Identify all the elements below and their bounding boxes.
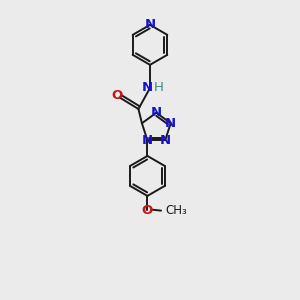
Text: N: N [144,18,156,32]
Text: H: H [154,82,164,94]
Text: O: O [112,89,123,102]
Text: CH₃: CH₃ [165,204,187,217]
Text: N: N [151,106,162,119]
Text: N: N [160,134,171,147]
Text: O: O [142,204,153,217]
Text: N: N [142,134,153,147]
Text: N: N [165,117,176,130]
Text: N: N [142,82,153,94]
